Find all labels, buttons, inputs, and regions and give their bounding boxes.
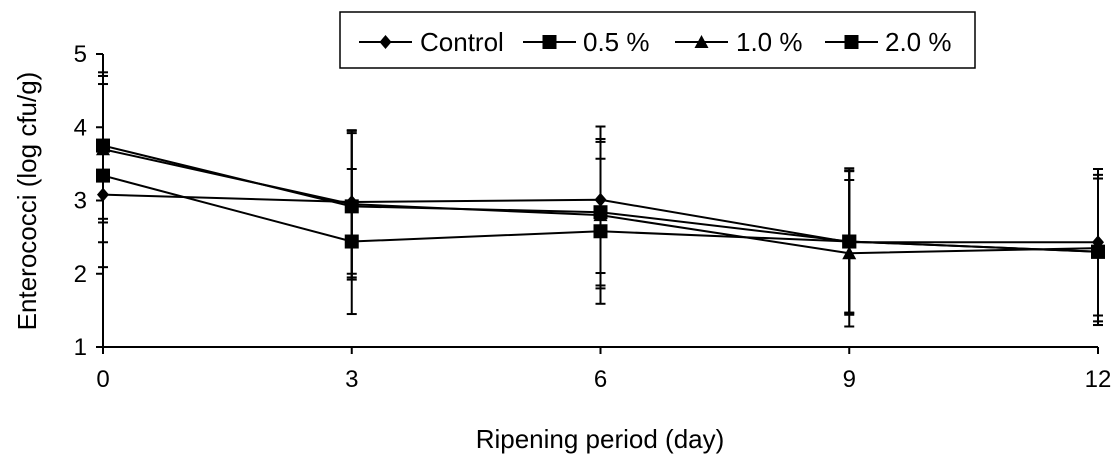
- series-2-point: [96, 168, 110, 183]
- y-tick-label: 2: [74, 261, 87, 288]
- x-axis-title: Ripening period (day): [476, 424, 725, 454]
- x-tick-label: 3: [345, 366, 358, 393]
- y-axis-title: Enterococci (log cfu/g): [12, 72, 42, 331]
- series-4-point: [344, 199, 359, 214]
- series-3-point: [842, 246, 857, 260]
- legend: Control 0.5 % 1.0 % 2.0 %: [339, 11, 976, 69]
- y-tick-label: 3: [74, 188, 87, 215]
- series-4-point: [842, 234, 857, 249]
- series-1-point: [594, 192, 607, 207]
- series-4-point: [593, 205, 608, 220]
- y-tick-label: 5: [74, 41, 87, 68]
- series-2-point: [344, 234, 359, 249]
- x-tick-label: 9: [843, 366, 856, 393]
- y-tick-label: 1: [74, 334, 87, 361]
- legend-marker: [694, 35, 709, 48]
- y-tick-label: 4: [74, 114, 87, 141]
- x-tick-label: 6: [594, 366, 607, 393]
- legend-box: [339, 11, 976, 69]
- legend-label: 1.0 %: [736, 27, 803, 57]
- series-4-point: [96, 138, 110, 153]
- series-4-point: [1091, 244, 1105, 259]
- legend-label: 0.5 %: [583, 27, 650, 57]
- axes: [96, 53, 1099, 354]
- x-tick-label: 12: [1085, 366, 1112, 393]
- legend-label: Control: [420, 27, 504, 57]
- legend-label: 2.0 %: [885, 27, 952, 57]
- legend-marker: [542, 35, 557, 49]
- series-markers: [96, 138, 1105, 260]
- legend-marker: [379, 35, 392, 49]
- series-2-point: [593, 224, 608, 239]
- series-1-point: [97, 187, 109, 202]
- x-tick-label: 0: [96, 366, 109, 393]
- legend-marker: [844, 35, 859, 49]
